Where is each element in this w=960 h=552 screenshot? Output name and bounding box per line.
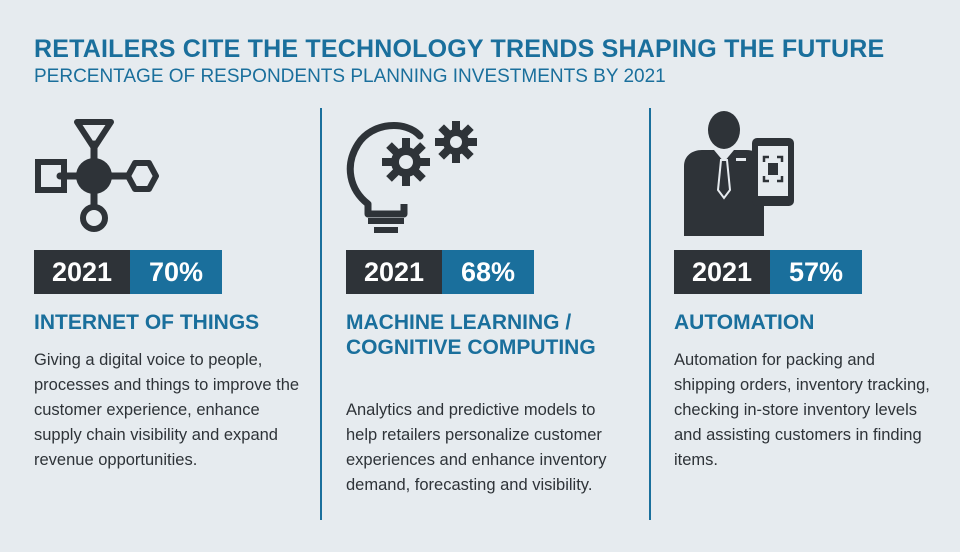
trend-description: Automation for packing and shipping orde… — [674, 351, 930, 469]
trend-description: Giving a digital voice to people, proces… — [34, 351, 300, 469]
stat-year: 2021 — [674, 250, 770, 294]
trend-title: MACHINE LEARNING / COGNITIVE COMPUTING — [346, 311, 596, 359]
businessman-scanner-icon — [684, 111, 794, 236]
column-divider — [320, 108, 322, 520]
stat-badge: 2021 57% — [674, 250, 862, 294]
page-subtitle: PERCENTAGE OF RESPONDENTS PLANNING INVES… — [34, 66, 666, 87]
lightbulb-gears-icon — [346, 121, 477, 233]
trend-title: INTERNET OF THINGS — [34, 311, 260, 334]
page-title: RETAILERS CITE THE TECHNOLOGY TRENDS SHA… — [34, 35, 885, 63]
stat-year: 2021 — [34, 250, 130, 294]
stat-year: 2021 — [346, 250, 442, 294]
stat-percent: 68% — [442, 250, 534, 294]
stat-percent: 57% — [770, 250, 862, 294]
stat-badge: 2021 70% — [34, 250, 222, 294]
trend-title: AUTOMATION — [674, 311, 815, 334]
iot-network-icon — [35, 119, 159, 232]
stat-percent: 70% — [130, 250, 222, 294]
trend-description: Analytics and predictive models to help … — [346, 401, 607, 494]
column-divider — [649, 108, 651, 520]
stat-badge: 2021 68% — [346, 250, 534, 294]
